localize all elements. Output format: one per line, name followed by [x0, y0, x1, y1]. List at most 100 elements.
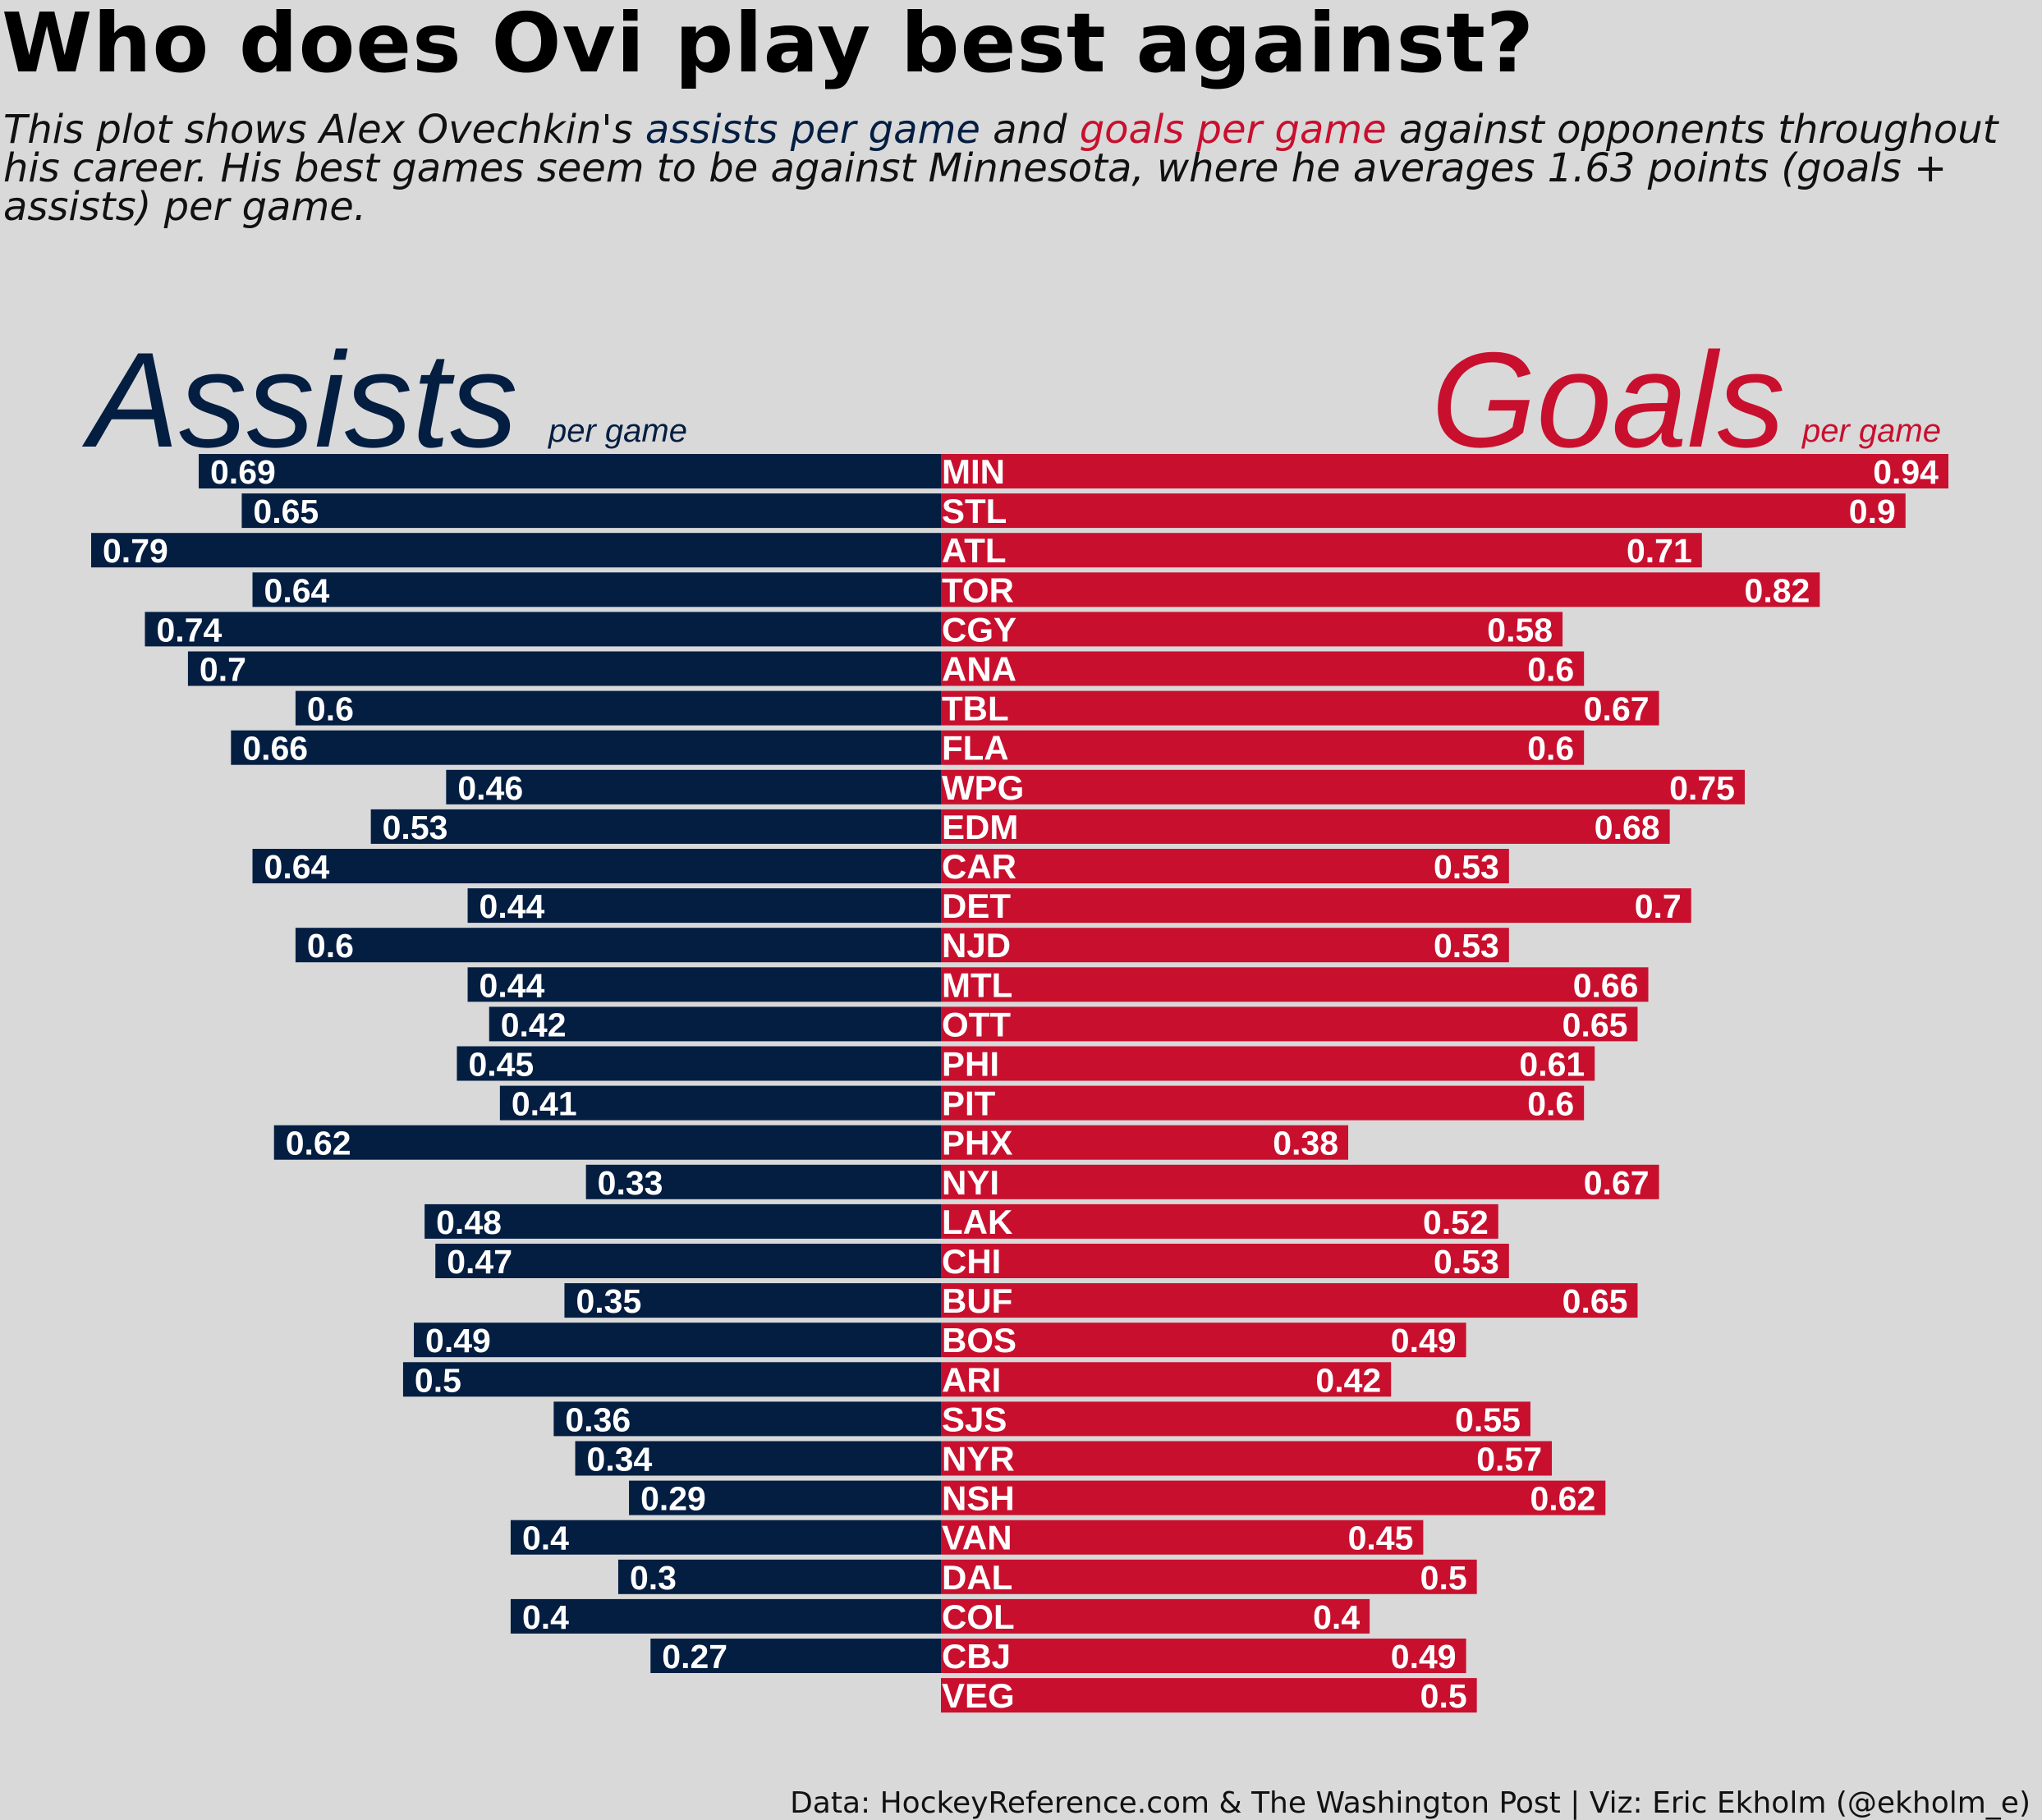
- assists-bar-tor: [252, 572, 941, 607]
- goals-bar-atl: [941, 533, 1702, 568]
- goals-bar-ana: [941, 651, 1585, 686]
- assists-header: Assists: [89, 324, 518, 475]
- goals-value-label-tor: 0.82: [1745, 571, 1810, 609]
- assists-bar-van: [510, 1520, 941, 1555]
- team-label-min: MIN: [942, 452, 1005, 491]
- assists-bar-nyr: [575, 1441, 941, 1476]
- goals-bar-ott: [941, 1006, 1638, 1042]
- goals-bar-car: [941, 849, 1509, 883]
- assists-value-label-ari: 0.5: [415, 1361, 461, 1399]
- assists-value-label-dal: 0.3: [630, 1559, 677, 1597]
- goals-value-label-car: 0.53: [1434, 848, 1499, 886]
- assists-bar-fla: [231, 730, 941, 765]
- assists-bar-buf: [564, 1283, 941, 1318]
- team-label-veg: VEG: [942, 1676, 1015, 1715]
- assists-bar-col: [510, 1598, 941, 1634]
- team-label-car: CAR: [942, 847, 1016, 886]
- goals-value-label-cbj: 0.49: [1391, 1638, 1457, 1676]
- subtitle-text-2: and: [980, 107, 1080, 153]
- goals-value-label-stl: 0.9: [1849, 493, 1896, 530]
- assists-value-label-tbl: 0.6: [307, 690, 354, 728]
- assists-bar-wpg: [446, 769, 941, 805]
- assists-value-label-van: 0.4: [522, 1520, 569, 1557]
- team-label-sjs: SJS: [942, 1400, 1007, 1438]
- goals-value-label-van: 0.45: [1348, 1520, 1414, 1557]
- assists-bar-cbj: [650, 1639, 941, 1673]
- goals-bar-lak: [941, 1203, 1498, 1239]
- goals-value-label-njd: 0.53: [1434, 927, 1499, 965]
- assists-bar-min: [199, 454, 941, 488]
- assists-bar-lak: [424, 1203, 941, 1239]
- goals-bar-buf: [941, 1283, 1638, 1318]
- assists-value-label-sjs: 0.36: [565, 1401, 631, 1438]
- team-label-nyr: NYR: [942, 1440, 1015, 1478]
- goals-bar-cgy: [941, 612, 1563, 647]
- assists-value-label-min: 0.69: [210, 453, 276, 491]
- assists-bar-phx: [273, 1125, 941, 1160]
- assists-bar-bos: [414, 1323, 941, 1358]
- subtitle-text-1: This plot shows Alex Ovechkin's: [3, 107, 645, 153]
- goals-bar-edm: [941, 809, 1670, 844]
- goals-value-label-col: 0.4: [1313, 1598, 1360, 1636]
- goals-value-label-phx: 0.38: [1273, 1125, 1338, 1162]
- goals-value-label-ari: 0.42: [1315, 1361, 1381, 1399]
- team-label-ott: OTT: [942, 1005, 1011, 1043]
- assists-value-label-ana: 0.7: [200, 651, 246, 689]
- team-label-tbl: TBL: [942, 690, 1009, 728]
- goals-bar-phi: [941, 1046, 1595, 1081]
- goals-bar-njd: [941, 928, 1509, 963]
- goals-value-label-edm: 0.68: [1595, 809, 1660, 846]
- subtitle-goals-term: goals per game: [1079, 107, 1387, 153]
- assists-value-label-buf: 0.35: [576, 1282, 641, 1320]
- assists-value-label-nyr: 0.34: [587, 1441, 653, 1478]
- assists-bar-tbl: [295, 690, 941, 726]
- goals-bar-fla: [941, 730, 1585, 765]
- team-label-nsh: NSH: [942, 1479, 1015, 1518]
- team-label-chi: CHI: [942, 1242, 1001, 1281]
- goals-bar-bos: [941, 1323, 1466, 1358]
- goals-value-label-fla: 0.6: [1527, 730, 1574, 768]
- team-label-tor: TOR: [942, 571, 1014, 609]
- chart-title: Who does Ovi play best against?: [2, 0, 1535, 91]
- team-label-col: COL: [942, 1598, 1015, 1636]
- team-label-cbj: CBJ: [942, 1637, 1011, 1676]
- goals-value-label-nyr: 0.57: [1476, 1441, 1542, 1478]
- goals-bar-tor: [941, 572, 1820, 607]
- assists-value-label-cgy: 0.74: [157, 611, 223, 649]
- goals-bar-sjs: [941, 1401, 1530, 1437]
- goals-bar-nsh: [941, 1480, 1606, 1515]
- goals-value-label-wpg: 0.75: [1669, 769, 1735, 807]
- goals-bar-col: [941, 1598, 1370, 1634]
- assists-bar-sjs: [553, 1401, 941, 1437]
- goals-value-label-atl: 0.71: [1627, 532, 1692, 570]
- goals-bar-chi: [941, 1244, 1509, 1278]
- assists-bar-atl: [91, 533, 941, 568]
- team-label-det: DET: [942, 887, 1011, 925]
- subtitle-text-3: against opponents throughout his career.…: [3, 107, 1998, 230]
- team-label-fla: FLA: [942, 729, 1009, 768]
- goals-value-label-chi: 0.53: [1434, 1243, 1499, 1281]
- team-label-phx: PHX: [942, 1124, 1012, 1162]
- goals-bar-mtl: [941, 967, 1649, 1002]
- goals-value-label-lak: 0.52: [1423, 1203, 1489, 1241]
- team-label-cgy: CGY: [942, 610, 1016, 649]
- team-label-lak: LAK: [942, 1203, 1012, 1241]
- team-label-njd: NJD: [942, 926, 1011, 965]
- goals-value-label-veg: 0.5: [1420, 1677, 1467, 1715]
- assists-value-label-car: 0.64: [264, 848, 330, 886]
- assists-value-label-bos: 0.49: [425, 1322, 491, 1359]
- assists-value-label-fla: 0.66: [242, 730, 308, 768]
- team-label-pit: PIT: [942, 1084, 996, 1123]
- goals-value-label-dal: 0.5: [1420, 1559, 1467, 1597]
- assists-bar-cgy: [145, 612, 941, 647]
- goals-bar-nyr: [941, 1441, 1553, 1476]
- assists-value-label-det: 0.44: [480, 887, 545, 925]
- team-label-van: VAN: [942, 1519, 1012, 1557]
- assists-bar-phi: [457, 1046, 941, 1081]
- team-label-dal: DAL: [942, 1558, 1012, 1597]
- assists-value-label-ott: 0.42: [501, 1006, 567, 1043]
- team-label-buf: BUF: [942, 1281, 1012, 1320]
- goals-bar-ari: [941, 1362, 1392, 1397]
- assists-bar-ana: [187, 651, 942, 686]
